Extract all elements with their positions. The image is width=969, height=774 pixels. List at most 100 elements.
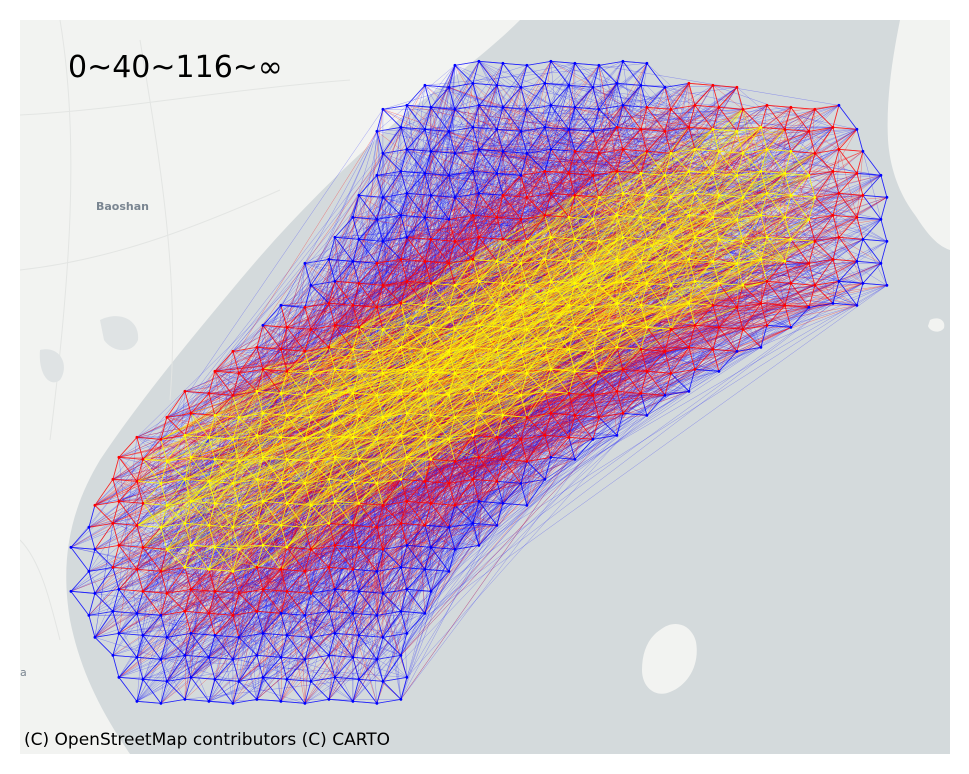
flow-line bbox=[448, 85, 570, 308]
flow-line bbox=[430, 439, 522, 592]
flow-line bbox=[472, 127, 713, 130]
flow-line bbox=[478, 215, 545, 238]
flow-line bbox=[184, 523, 474, 656]
flow-line bbox=[478, 127, 690, 370]
inland-water bbox=[39, 316, 139, 383]
flow-line bbox=[214, 153, 600, 372]
flow-line bbox=[88, 525, 497, 572]
flow-line bbox=[478, 149, 839, 194]
flow-line bbox=[160, 523, 402, 660]
flow-line bbox=[118, 655, 185, 678]
flow-line bbox=[478, 285, 888, 546]
flow-line bbox=[286, 87, 522, 328]
flow-line bbox=[472, 127, 690, 216]
flow-line bbox=[376, 63, 576, 396]
flow-line bbox=[94, 461, 312, 638]
flow-line bbox=[400, 127, 450, 176]
flow-line bbox=[454, 327, 792, 550]
flow-line bbox=[256, 87, 594, 568]
flow-line bbox=[334, 109, 743, 238]
flow-line bbox=[70, 461, 168, 548]
flow-line bbox=[664, 87, 857, 130]
flow-line bbox=[184, 349, 282, 392]
flow-line bbox=[526, 285, 648, 416]
flow-line bbox=[328, 391, 546, 656]
flow-line bbox=[376, 285, 744, 528]
flow-line bbox=[262, 171, 474, 326]
flow-line bbox=[208, 525, 312, 594]
flow-line bbox=[310, 329, 672, 550]
flow-line bbox=[214, 285, 312, 372]
flow-line bbox=[304, 263, 378, 352]
flow-line bbox=[358, 109, 456, 636]
flow-line bbox=[352, 349, 378, 572]
flow-line bbox=[94, 87, 450, 638]
flow-line bbox=[352, 87, 738, 658]
flow-line bbox=[472, 351, 666, 480]
flow-line bbox=[262, 369, 624, 678]
flow-line bbox=[598, 327, 648, 418]
flow-line bbox=[646, 151, 833, 216]
flow-line bbox=[118, 479, 473, 546]
flow-line bbox=[448, 153, 671, 176]
flow-line bbox=[214, 547, 258, 700]
flow-line bbox=[232, 415, 576, 616]
flow-line bbox=[352, 65, 456, 262]
flow-line bbox=[352, 303, 690, 570]
flow-line bbox=[184, 391, 551, 414]
flow-line bbox=[304, 63, 648, 396]
flow-line bbox=[382, 65, 527, 110]
flow-line bbox=[304, 393, 642, 572]
flow-line bbox=[136, 127, 474, 526]
flow-line bbox=[472, 63, 575, 84]
flow-line bbox=[400, 85, 570, 392]
flow-line bbox=[358, 195, 671, 242]
flow-line bbox=[304, 109, 528, 352]
flow-line bbox=[430, 131, 665, 152]
flow-line bbox=[238, 237, 480, 374]
flow-line bbox=[790, 219, 882, 284]
flow-line bbox=[208, 393, 642, 614]
map-view[interactable]: Baoshan a 0~40~116~∞ (C) OpenStreetMap c… bbox=[20, 20, 950, 754]
flow-line bbox=[160, 479, 186, 704]
flow-line bbox=[424, 303, 834, 614]
flow-line bbox=[190, 83, 546, 678]
flow-line bbox=[88, 127, 402, 528]
flow-line bbox=[448, 263, 882, 484]
flow-line bbox=[376, 197, 888, 528]
flow-line bbox=[760, 171, 834, 260]
flow-line bbox=[94, 351, 737, 506]
flow-line bbox=[376, 175, 521, 220]
flow-line bbox=[118, 325, 336, 458]
flow-line bbox=[646, 193, 696, 240]
flow-line bbox=[304, 659, 378, 704]
flow-line bbox=[328, 193, 408, 304]
flow-line bbox=[502, 127, 833, 152]
flow-line bbox=[640, 347, 689, 350]
flow-line bbox=[304, 527, 425, 570]
flow-line bbox=[400, 393, 642, 568]
flow-line bbox=[256, 567, 402, 700]
flow-line bbox=[424, 369, 624, 482]
flow-line bbox=[334, 261, 858, 546]
flow-line bbox=[526, 371, 719, 418]
flow-line bbox=[160, 263, 882, 572]
flow-line bbox=[232, 83, 474, 396]
flow-line bbox=[784, 171, 834, 306]
flow-line bbox=[232, 175, 450, 352]
flow-line bbox=[160, 571, 305, 616]
flow-line bbox=[262, 461, 456, 678]
flow-line bbox=[118, 545, 192, 678]
flow-line bbox=[190, 545, 264, 634]
flow-line bbox=[208, 525, 234, 572]
flow-line bbox=[190, 281, 768, 678]
flow-line bbox=[280, 525, 498, 658]
flow-line bbox=[214, 547, 311, 550]
flow-line bbox=[190, 479, 546, 634]
flow-line bbox=[256, 393, 642, 612]
flow-line bbox=[358, 195, 456, 418]
flow-line bbox=[136, 461, 240, 614]
flow-line bbox=[190, 525, 425, 590]
flow-line bbox=[598, 65, 666, 220]
flow-line bbox=[208, 677, 264, 702]
